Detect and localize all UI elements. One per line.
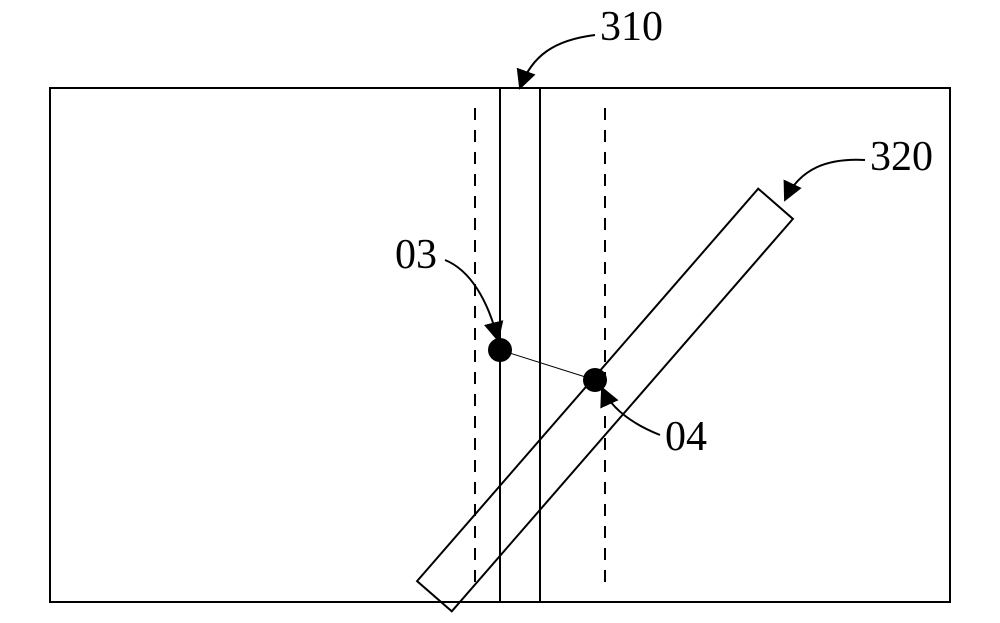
label-l310: 310	[600, 4, 663, 50]
label-l03: 03	[395, 232, 437, 278]
point-03	[488, 338, 512, 362]
label-l04: 04	[665, 414, 707, 460]
point-04	[583, 368, 607, 392]
label-l320: 320	[870, 134, 933, 180]
